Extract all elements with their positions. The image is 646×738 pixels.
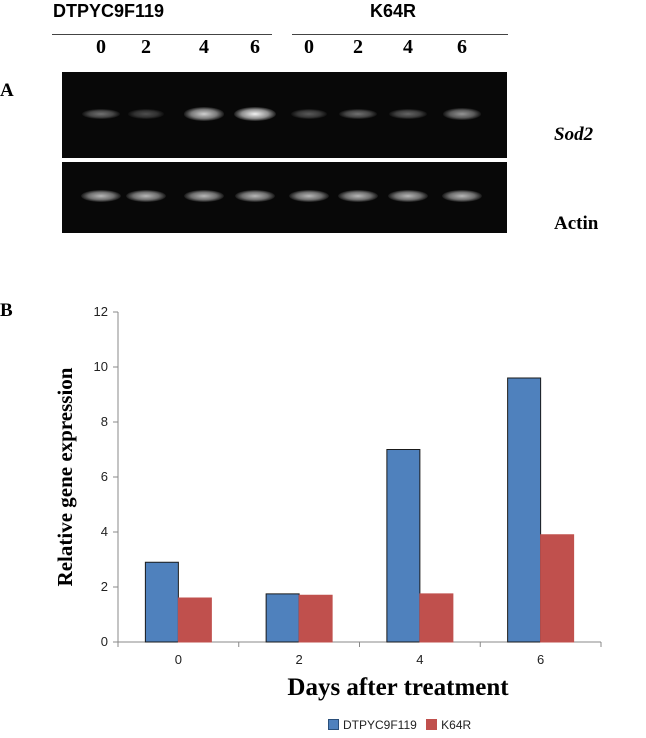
panel-b-letter: B [0, 300, 13, 321]
sod2-band [127, 109, 165, 119]
x-tick-label: 4 [416, 652, 423, 667]
panel-a-letter: A [0, 80, 14, 101]
bar-dtpyc9f119 [144, 561, 179, 643]
legend-swatch-dtpyc9f119 [328, 719, 339, 730]
y-tick-label: 0 [101, 634, 108, 649]
sod2-band [389, 108, 427, 120]
actin-band [184, 190, 224, 202]
gel-sod2 [62, 72, 507, 158]
legend-item-k64r: K64R [426, 718, 471, 732]
lane-label: 6 [250, 36, 260, 58]
legend-label-dtpyc9f119: DTPYC9F119 [343, 718, 417, 732]
x-tick-label: 6 [537, 652, 544, 667]
sod2-band [234, 107, 276, 121]
bar-k64r [419, 593, 454, 643]
lane-label: 0 [96, 36, 106, 58]
bar-chart: 0 2 4 6 8 10 12 0 2 4 6 Relative gene expression Day… [53, 304, 602, 701]
gel-actin [62, 162, 507, 233]
y-tick-label: 6 [101, 469, 108, 484]
lane-label: 4 [403, 36, 413, 58]
legend-label-k64r: K64R [441, 718, 472, 732]
actin-label: Actin [554, 213, 599, 234]
y-tick-label: 10 [94, 359, 108, 374]
legend-item-dtpyc9f119: DTPYC9F119 [328, 718, 420, 732]
actin-band [81, 190, 121, 202]
bar-k64r [298, 594, 333, 643]
actin-band [235, 190, 275, 202]
bar-k64r [177, 597, 212, 643]
x-tick-label: 0 [175, 652, 182, 667]
lane-label: 2 [141, 36, 151, 58]
actin-band [289, 190, 329, 202]
actin-band [126, 190, 166, 202]
lane-label: 4 [199, 36, 209, 58]
actin-band [442, 190, 482, 202]
y-tick-label: 12 [94, 304, 108, 319]
legend-swatch-k64r [426, 719, 438, 730]
bar-dtpyc9f119 [507, 377, 542, 643]
y-tick-label: 2 [101, 579, 108, 594]
bar-dtpyc9f119 [265, 593, 300, 643]
x-tick-label: 2 [296, 652, 303, 667]
legend: DTPYC9F119 K64R [328, 718, 471, 732]
group-line-dtpyc9f119 [52, 34, 272, 35]
sod2-band [290, 108, 328, 120]
sod2-band [442, 108, 482, 120]
bar-k64r [540, 534, 575, 643]
sod2-label: Sod2 [554, 124, 594, 145]
lane-label: 0 [304, 36, 314, 58]
y-tick-label: 4 [101, 524, 108, 539]
x-axis-title: Days after treatment [287, 674, 509, 701]
actin-band [388, 190, 428, 202]
sod2-band [339, 108, 377, 120]
bar-dtpyc9f119 [386, 449, 421, 643]
sod2-band [183, 107, 225, 121]
lane-label: 6 [457, 36, 467, 58]
group-line-k64r [292, 34, 508, 35]
y-tick-label: 8 [101, 414, 108, 429]
group-title-k64r: K64R [370, 1, 417, 21]
sod2-band [82, 108, 120, 120]
group-title-dtpyc9f119: DTPYC9F119 [53, 1, 165, 21]
actin-band [338, 190, 378, 202]
lane-label: 2 [353, 36, 363, 58]
y-axis-title: Relative gene expression [53, 367, 77, 586]
